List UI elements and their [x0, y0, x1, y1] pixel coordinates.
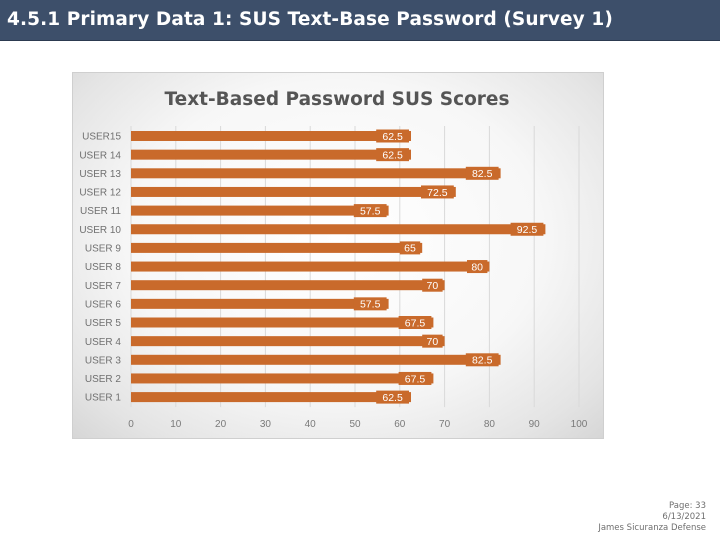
data-label-box: [422, 334, 443, 348]
category-label: USER 1: [85, 393, 122, 404]
data-label-box: [353, 204, 387, 218]
x-tick-label: 70: [439, 419, 451, 430]
category-label: USER 7: [85, 281, 122, 292]
data-label-box: [398, 316, 432, 329]
x-tick-labels: 0 10 20 30 40 50 60 70 80 90 100: [128, 419, 588, 430]
bar: [131, 149, 411, 160]
category-label: USER 14: [79, 150, 121, 161]
data-label: 57.5: [360, 205, 381, 217]
x-tick-label: 50: [349, 419, 361, 430]
category-label: USER 9: [85, 244, 122, 255]
presenter-name: James Sicuranza Defense: [598, 523, 706, 533]
bar: [131, 205, 389, 216]
category-labels: USER15 USER 14 USER 13 USER 12 USER 11 USER 1…: [79, 132, 121, 404]
bar: [131, 186, 456, 197]
x-tick-label: 10: [170, 419, 182, 430]
bar: [131, 336, 445, 347]
data-label: 62.5: [382, 149, 403, 161]
category-label: USER 10: [79, 225, 121, 236]
bar: [131, 280, 445, 291]
page-number: Page: 33: [669, 501, 706, 511]
category-label: USER 4: [85, 337, 122, 348]
data-label-box: [353, 297, 387, 311]
data-label: 67.5: [405, 317, 426, 329]
data-label-box: [465, 166, 499, 180]
x-tick-label: 30: [260, 419, 272, 430]
sus-scores-chart: Text-Based Password SUS Scores USER15USE…: [79, 89, 588, 430]
data-label-box: [510, 222, 544, 236]
bar: [131, 168, 501, 179]
data-label: 70: [427, 280, 439, 292]
data-label-box: [376, 148, 409, 162]
bar: [131, 261, 490, 272]
data-labels: 62.562.582.572.557.592.565807057.567.570…: [353, 129, 544, 404]
category-label: USER 2: [85, 374, 122, 385]
bar: [131, 224, 546, 235]
data-label: 82.5: [472, 355, 493, 367]
bar: [131, 242, 423, 253]
category-label: USER15: [82, 132, 121, 143]
category-label: USER 6: [85, 299, 122, 310]
bar: [131, 317, 434, 328]
category-label: USER 8: [85, 262, 122, 273]
data-label: 92.5: [517, 224, 538, 236]
category-label: USER 5: [85, 318, 122, 329]
category-label: USER 11: [80, 206, 121, 217]
data-label-box: [421, 185, 454, 199]
bars: [131, 131, 546, 403]
data-label-box: [465, 353, 499, 367]
data-label-box: [467, 260, 488, 274]
x-tick-label: 40: [305, 419, 317, 430]
slide-footer: Page: 33 6/13/2021 James Sicuranza Defen…: [598, 501, 706, 534]
data-label-box: [422, 278, 443, 292]
data-label: 70: [427, 336, 439, 348]
data-label-box: [376, 129, 409, 143]
data-label-box: [399, 241, 421, 255]
data-label: 67.5: [405, 373, 426, 385]
bar: [131, 392, 411, 403]
slide-title: 4.5.1 Primary Data 1: SUS Text-Base Pass…: [7, 9, 613, 30]
data-label-box: [376, 390, 409, 404]
header-bar: 4.5.1 Primary Data 1: SUS Text-Base Pass…: [0, 0, 720, 41]
chart-frame: Text-Based Password SUS Scores USER15 USE…: [72, 72, 604, 439]
data-label: 57.5: [360, 299, 381, 311]
x-tick-label: 100: [571, 419, 588, 430]
data-label: 62.5: [382, 392, 403, 404]
bar: [131, 373, 434, 384]
data-label: 72.5: [427, 187, 448, 199]
data-label: 80: [471, 261, 483, 273]
data-label: 65: [404, 243, 416, 255]
bar: [131, 354, 501, 365]
x-tick-label: 90: [529, 419, 541, 430]
x-tick-label: 60: [394, 419, 406, 430]
bar: [131, 131, 411, 141]
data-label: 82.5: [472, 168, 493, 180]
category-label: USER 13: [79, 169, 121, 180]
x-tick-label: 20: [215, 419, 227, 430]
data-label: 62.5: [382, 131, 403, 143]
x-tick-label: 0: [128, 419, 134, 430]
x-tick-label: 80: [484, 419, 496, 430]
chart-title: Text-Based Password SUS Scores: [165, 89, 510, 110]
category-label: USER 12: [79, 188, 121, 199]
category-label: USER 3: [85, 355, 122, 366]
presentation-date: 6/13/2021: [662, 512, 706, 522]
bar: [131, 298, 389, 309]
data-label-box: [398, 371, 432, 385]
